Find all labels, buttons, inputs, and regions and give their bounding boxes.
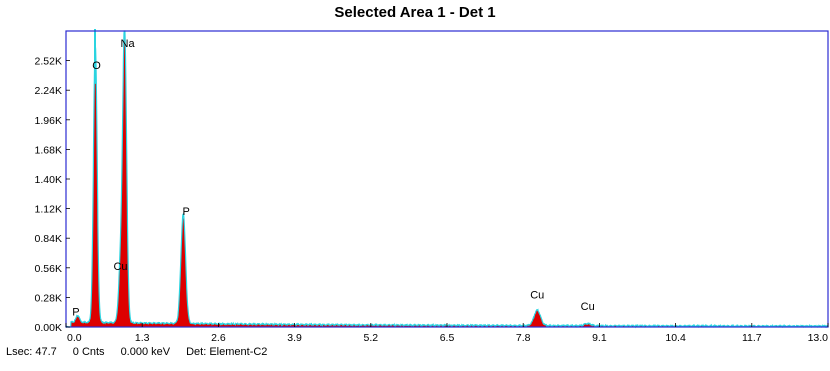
spectrum-layer xyxy=(65,30,829,329)
live-seconds-readout: Lsec: 47.7 xyxy=(6,346,57,358)
x-tick-label: 11.7 xyxy=(742,332,762,344)
detector-readout: Det: Element-C2 xyxy=(186,346,268,358)
axes-layer: 0.00K 0.28K 0.56K 0.84K 1.12K 1.40K 1.68K 1.96K… xyxy=(35,29,829,344)
y-tick-label: 1.40K xyxy=(35,174,62,186)
peak-label-p: P xyxy=(72,306,79,318)
chart-title: Selected Area 1 - Det 1 xyxy=(334,4,496,21)
x-tick-label: 0.0 xyxy=(67,332,82,344)
y-tick-label: 2.52K xyxy=(35,56,62,68)
y-tick-label: 0.84K xyxy=(35,233,62,245)
y-tick-label: 1.12K xyxy=(35,204,62,216)
peak-label-o: O xyxy=(92,60,101,72)
y-tick-label: 0.56K xyxy=(35,263,62,275)
peak-label-p: P xyxy=(182,206,189,218)
peak-label-cu: Cu xyxy=(530,289,544,301)
y-tick-label: 1.96K xyxy=(35,115,62,127)
x-tick-label: 6.5 xyxy=(440,332,455,344)
energy-readout: 0.000 keV xyxy=(120,346,171,358)
y-tick-label: 0.00K xyxy=(35,322,62,334)
counts-readout: 0 Cnts xyxy=(72,346,105,358)
x-tick-label: 10.4 xyxy=(665,332,686,344)
peak-label-na: Na xyxy=(121,38,136,50)
y-tick-label: 1.68K xyxy=(35,144,62,156)
x-tick-label: 5.2 xyxy=(363,332,378,344)
x-tick-label: 1.3 xyxy=(135,332,150,344)
x-tick-label: 13.0 xyxy=(808,332,829,344)
x-tick-label: 7.8 xyxy=(516,332,531,344)
spectrum-plot[interactable]: 0.00K 0.28K 0.56K 0.84K 1.12K 1.40K 1.68K 1.96K… xyxy=(0,0,830,346)
x-tick-label: 3.9 xyxy=(287,332,302,344)
y-tick-label: 2.24K xyxy=(35,85,62,97)
peak-labels-layer: O Na Cu P Cu Cu P xyxy=(72,38,594,319)
x-tick-label: 2.6 xyxy=(211,332,226,344)
spectrum-trace-line xyxy=(65,30,829,329)
peak-label-cu: Cu xyxy=(581,301,595,313)
x-tick-label: 9.1 xyxy=(592,332,607,344)
y-tick-label: 0.28K xyxy=(35,292,62,304)
status-bar: Lsec: 47.7 0 Cnts 0.000 keV Det: Element… xyxy=(6,346,267,358)
peak-label-cu: Cu xyxy=(113,261,127,273)
